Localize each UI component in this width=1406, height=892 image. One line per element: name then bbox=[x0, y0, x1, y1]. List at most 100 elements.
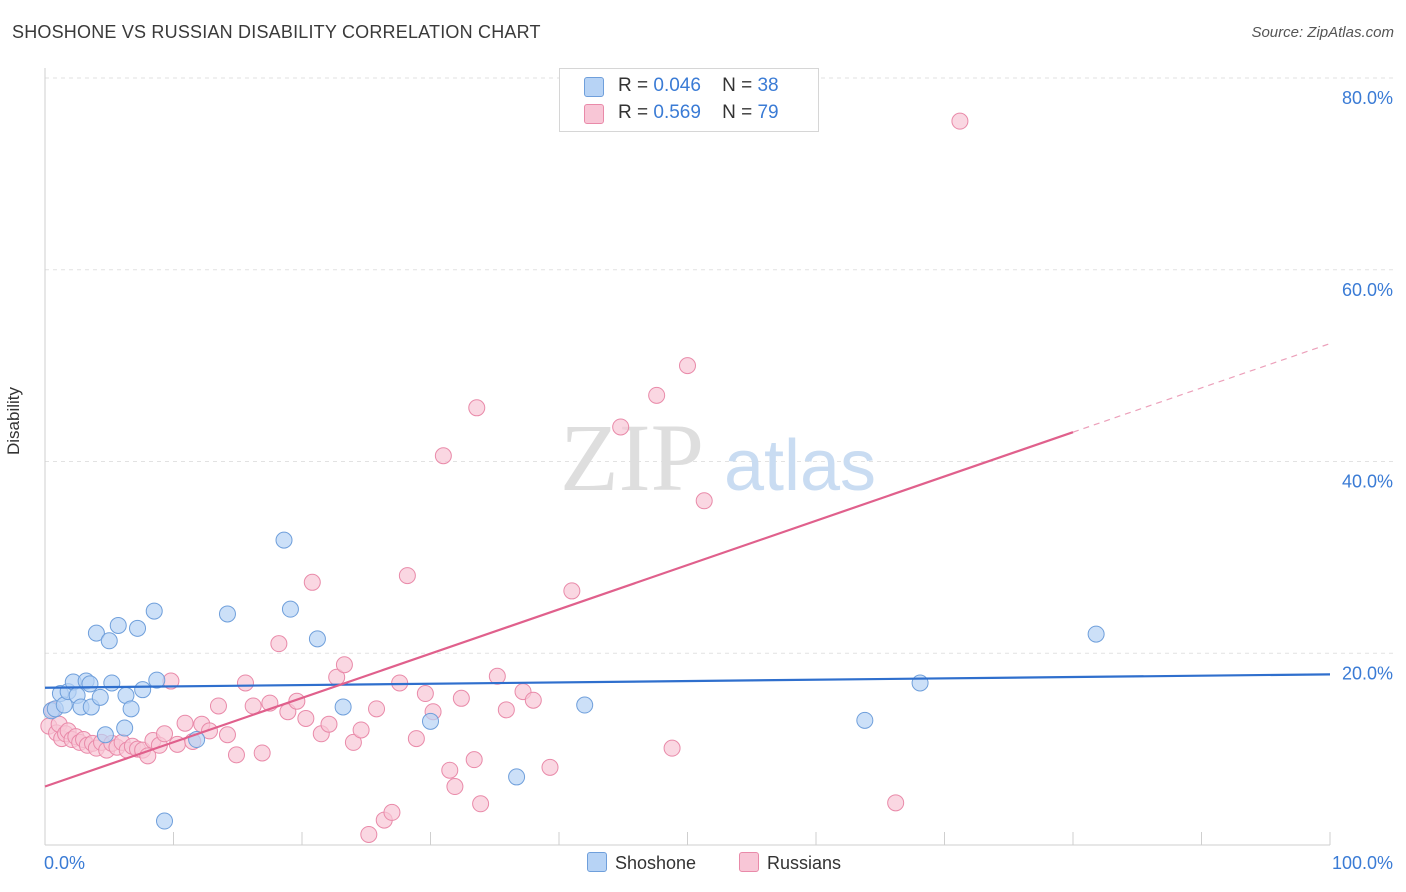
russians-point bbox=[416, 685, 434, 703]
russians-point bbox=[679, 357, 696, 375]
russians-point bbox=[209, 697, 227, 715]
shoshone-point bbox=[116, 719, 134, 737]
trend-line-russians bbox=[44, 431, 1074, 788]
shoshone-point bbox=[911, 674, 929, 692]
russians-point bbox=[524, 691, 542, 709]
n-label: N = bbox=[722, 75, 753, 96]
shoshone-point bbox=[145, 602, 163, 620]
shoshone-point bbox=[134, 681, 152, 699]
shoshone-point bbox=[508, 768, 526, 786]
gridlines bbox=[45, 77, 1395, 654]
n-label: N = bbox=[722, 102, 753, 123]
russians-swatch bbox=[739, 852, 759, 872]
watermark-atlas: atlas bbox=[724, 426, 876, 506]
shoshone-point bbox=[87, 624, 105, 642]
shoshone-point bbox=[100, 632, 118, 650]
watermark-zip: ZIP bbox=[560, 404, 704, 511]
tick-labels: 20.0% 40.0% 60.0% 80.0% 0.0% 100.0% bbox=[44, 88, 1393, 873]
y-tick-label: 80.0% bbox=[1342, 88, 1393, 108]
trend-lines bbox=[44, 343, 1331, 788]
legend-label-russians: Russians bbox=[767, 853, 842, 873]
russians-point bbox=[218, 726, 236, 744]
russians-point bbox=[320, 715, 338, 733]
y-tick-label: 40.0% bbox=[1342, 472, 1393, 492]
russians-point bbox=[244, 697, 262, 715]
russians-point bbox=[468, 399, 486, 417]
shoshone-point bbox=[576, 696, 594, 714]
shoshone-point bbox=[91, 688, 109, 706]
y-tick-label: 20.0% bbox=[1342, 663, 1393, 683]
russians-point bbox=[695, 492, 713, 510]
russians-point bbox=[541, 758, 559, 776]
russians-point bbox=[398, 567, 416, 585]
shoshone-point bbox=[422, 712, 439, 730]
shoshone-point bbox=[1087, 625, 1105, 643]
shoshone-point bbox=[96, 726, 114, 744]
russians-point bbox=[176, 714, 194, 732]
russians-point bbox=[360, 825, 378, 843]
chart-title: SHOSHONE VS RUSSIAN DISABILITY CORRELATI… bbox=[12, 22, 541, 42]
legend-label-shoshone: Shoshone bbox=[615, 853, 697, 873]
russians-point bbox=[383, 803, 401, 821]
r-value: 0.569 bbox=[653, 102, 701, 123]
russians-point bbox=[368, 700, 386, 718]
legend-stats-shoshone: R = 0.046 N = 38 bbox=[618, 75, 779, 97]
russians-point bbox=[227, 746, 245, 764]
shoshone-point bbox=[122, 700, 140, 718]
n-value: 38 bbox=[757, 75, 779, 96]
russians-point bbox=[253, 744, 271, 762]
correlation-legend: R = 0.046 N = 38 R = 0.569 N = 79 bbox=[559, 68, 819, 132]
shoshone-point bbox=[81, 675, 99, 693]
russians-point bbox=[303, 573, 321, 591]
russians-point bbox=[472, 795, 490, 813]
russians-point bbox=[297, 709, 315, 727]
shoshone-point bbox=[156, 812, 174, 830]
russians-point bbox=[344, 733, 362, 751]
r-label: R = bbox=[618, 75, 649, 96]
russians-point bbox=[887, 794, 905, 812]
russians-point bbox=[612, 418, 630, 436]
trend-line-shoshone bbox=[44, 673, 1331, 689]
russians-point bbox=[156, 725, 174, 743]
shoshone-point bbox=[856, 711, 874, 729]
y-tick-label: 60.0% bbox=[1342, 280, 1393, 300]
shoshone-points bbox=[42, 531, 1105, 830]
russians-point bbox=[446, 778, 464, 796]
russians-point bbox=[434, 447, 452, 465]
r-label: R = bbox=[618, 102, 649, 123]
x-tick-label: 0.0% bbox=[44, 853, 85, 873]
source-credit: Source: ZipAtlas.com bbox=[1251, 24, 1394, 41]
shoshone-point bbox=[275, 531, 293, 549]
russians-point bbox=[452, 689, 470, 707]
russians-swatch bbox=[584, 104, 604, 124]
watermark: ZIP atlas bbox=[560, 404, 876, 511]
shoshone-point bbox=[109, 616, 127, 634]
russians-point bbox=[563, 582, 581, 600]
russians-point bbox=[407, 730, 425, 748]
legend-item-shoshone[interactable]: Shoshone bbox=[587, 852, 696, 874]
shoshone-point bbox=[334, 698, 352, 716]
russians-point bbox=[951, 112, 969, 130]
russians-point bbox=[352, 721, 370, 739]
trend-extension-russians bbox=[1072, 343, 1331, 433]
russians-point bbox=[270, 635, 288, 653]
shoshone-point bbox=[281, 600, 299, 618]
russians-point bbox=[335, 656, 353, 674]
russians-point bbox=[663, 739, 681, 757]
shoshone-point bbox=[218, 605, 236, 623]
legend-item-russians[interactable]: Russians bbox=[739, 852, 841, 874]
shoshone-point bbox=[103, 674, 121, 692]
russians-point bbox=[441, 761, 459, 779]
shoshone-point bbox=[308, 630, 326, 648]
russians-point bbox=[465, 751, 483, 769]
shoshone-point bbox=[148, 671, 166, 689]
legend-stats-russians: R = 0.569 N = 79 bbox=[618, 102, 779, 124]
shoshone-point bbox=[129, 619, 147, 637]
russians-point bbox=[236, 674, 254, 692]
russians-point bbox=[488, 667, 506, 685]
r-value: 0.046 bbox=[653, 75, 701, 96]
x-tick-label: 100.0% bbox=[1332, 853, 1393, 873]
russians-point bbox=[497, 701, 515, 719]
y-axis-label: Disability bbox=[4, 386, 23, 455]
